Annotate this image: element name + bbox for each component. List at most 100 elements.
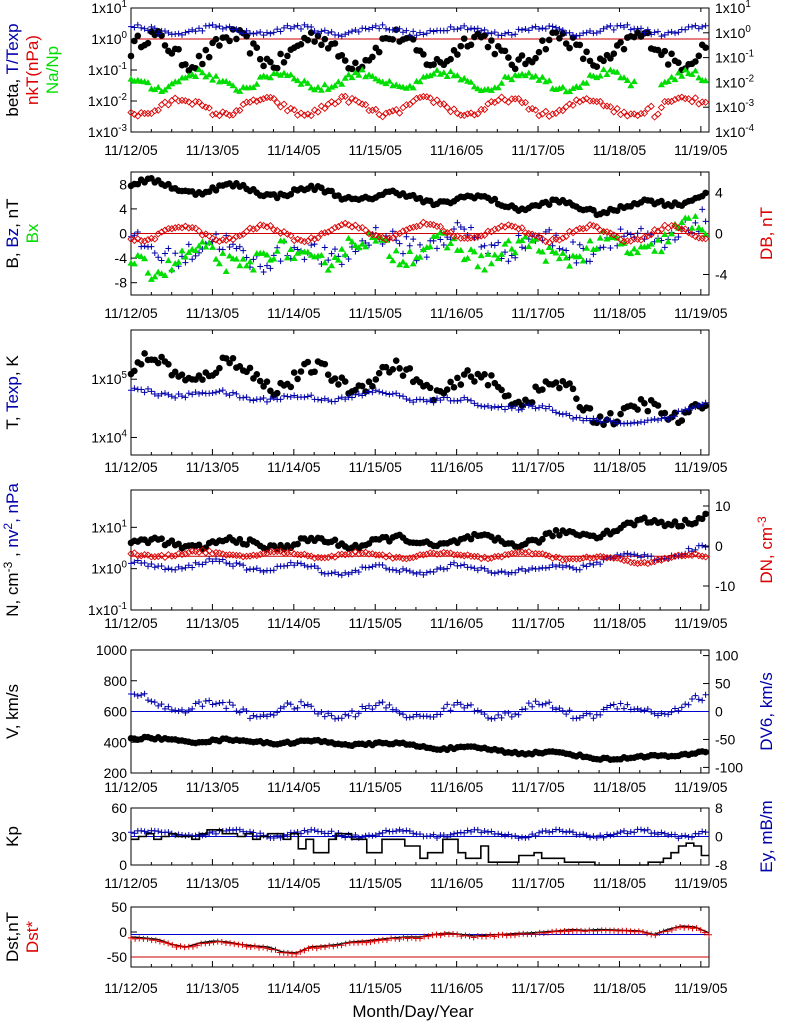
data-point-dv6 bbox=[304, 701, 311, 708]
data-point-db bbox=[151, 235, 159, 243]
data-point-na-np bbox=[175, 78, 183, 85]
data-point-db bbox=[259, 221, 268, 230]
data-point-dv6 bbox=[383, 704, 389, 711]
data-point-na-np bbox=[467, 78, 475, 85]
data-point-ey bbox=[621, 827, 627, 834]
data-point-na-np bbox=[168, 80, 176, 87]
data-point-ey bbox=[505, 831, 512, 838]
data-point-nv2 bbox=[206, 555, 213, 562]
data-point-dv6 bbox=[655, 712, 661, 719]
data-point-db bbox=[321, 229, 329, 237]
data-point-nv2 bbox=[148, 561, 155, 568]
right-y-tick-label: 0 bbox=[715, 829, 723, 845]
data-point-texp bbox=[386, 391, 393, 398]
data-point-na-np bbox=[202, 73, 210, 80]
data-point-db bbox=[236, 232, 244, 240]
y-tick-label: 1x100 bbox=[91, 560, 127, 577]
data-point-dv6 bbox=[308, 703, 315, 710]
data-point-db bbox=[317, 230, 326, 238]
dst-star-point bbox=[330, 943, 337, 950]
data-point-texp bbox=[576, 414, 583, 421]
data-point-dn bbox=[647, 558, 655, 566]
data-point-dn bbox=[477, 554, 485, 563]
data-point-dn bbox=[671, 552, 679, 560]
data-point-nkt-npa- bbox=[606, 103, 615, 111]
data-point-bx bbox=[518, 237, 526, 244]
data-point-nkt-npa- bbox=[317, 102, 326, 110]
data-point-nkt-npa- bbox=[637, 109, 645, 118]
panel-kp: 11/12/05 11/13/05 11/14/05 11/15/05 11/16/05… bbox=[3, 800, 776, 891]
data-point-bz bbox=[250, 256, 257, 263]
dst-star-point bbox=[239, 941, 246, 948]
data-point-texp bbox=[372, 387, 379, 394]
data-point-t-texp bbox=[454, 26, 461, 33]
data-point-ey bbox=[610, 831, 617, 838]
data-point-beta bbox=[600, 57, 607, 65]
y-tick-label: 30 bbox=[111, 829, 127, 845]
dst-star-point bbox=[264, 945, 271, 952]
data-point-dn bbox=[623, 556, 632, 565]
dst-star-point bbox=[161, 939, 168, 946]
data-point-beta bbox=[511, 65, 519, 73]
data-point-nkt-npa- bbox=[548, 110, 557, 118]
data-point-t-texp bbox=[213, 24, 219, 31]
data-point-t bbox=[617, 410, 624, 418]
right-y-axis-label: DV6, km/s bbox=[757, 672, 776, 750]
data-point-t-texp bbox=[321, 27, 328, 34]
data-point-bz bbox=[332, 246, 338, 253]
x-axis-label: Month/Day/Year bbox=[352, 1002, 474, 1021]
data-point-t-texp bbox=[580, 30, 587, 37]
data-point-db bbox=[283, 230, 292, 238]
right-y-tick-label: 0 bbox=[715, 704, 723, 720]
right-y-tick-label: 100 bbox=[715, 648, 739, 664]
data-point-texp bbox=[155, 392, 162, 399]
data-point-bx bbox=[702, 230, 710, 237]
data-point-nkt-npa- bbox=[351, 96, 360, 104]
data-point-ey bbox=[366, 832, 372, 839]
data-point-t-texp bbox=[318, 28, 325, 35]
data-point-nv2 bbox=[349, 569, 355, 576]
data-point-dv6 bbox=[607, 702, 614, 709]
data-point-dv6 bbox=[566, 707, 573, 714]
data-point-texp bbox=[257, 396, 264, 403]
data-point-db bbox=[650, 226, 659, 234]
data-point-bz bbox=[291, 244, 298, 251]
data-point-db bbox=[205, 232, 213, 240]
data-point-na-np bbox=[603, 70, 611, 77]
data-point-nkt-npa- bbox=[453, 109, 462, 117]
data-point-bz bbox=[440, 241, 447, 248]
y-tick-label: 50 bbox=[111, 899, 127, 915]
data-point-t-texp bbox=[638, 25, 644, 32]
data-point-nkt-npa- bbox=[134, 112, 142, 120]
data-point-ey bbox=[406, 828, 413, 835]
data-point-n bbox=[549, 532, 556, 540]
data-point-t-texp bbox=[393, 27, 400, 34]
right-y-tick-label: 1x10-2 bbox=[715, 73, 754, 90]
data-point-dn bbox=[474, 552, 482, 561]
data-point-b bbox=[212, 187, 220, 194]
data-point-nv2 bbox=[328, 570, 335, 577]
data-point-n bbox=[168, 537, 176, 544]
data-point-dv6 bbox=[495, 711, 502, 718]
data-point-ey bbox=[525, 834, 532, 841]
data-point-bz bbox=[352, 248, 359, 255]
data-point-bz bbox=[325, 257, 332, 264]
date-tick-label: 11/19/05 bbox=[674, 459, 728, 475]
data-point-beta bbox=[579, 55, 587, 63]
data-point-dv6 bbox=[379, 699, 386, 706]
data-point-t-texp bbox=[549, 23, 556, 30]
data-point-ey bbox=[638, 826, 644, 833]
data-point-texp bbox=[505, 403, 512, 410]
data-point-db bbox=[191, 224, 200, 232]
data-point-nkt-npa- bbox=[375, 110, 383, 119]
data-point-texp bbox=[138, 386, 145, 393]
data-point-nkt-npa- bbox=[334, 97, 343, 106]
data-point-t-texp bbox=[206, 22, 213, 29]
data-point-nv2 bbox=[478, 564, 485, 571]
data-point-nv2 bbox=[287, 559, 294, 566]
data-point-bz bbox=[213, 231, 219, 238]
data-point-dn bbox=[222, 551, 230, 559]
data-point-beta bbox=[307, 29, 315, 36]
date-tick-label: 11/15/05 bbox=[348, 305, 402, 321]
data-point-db bbox=[144, 236, 152, 244]
